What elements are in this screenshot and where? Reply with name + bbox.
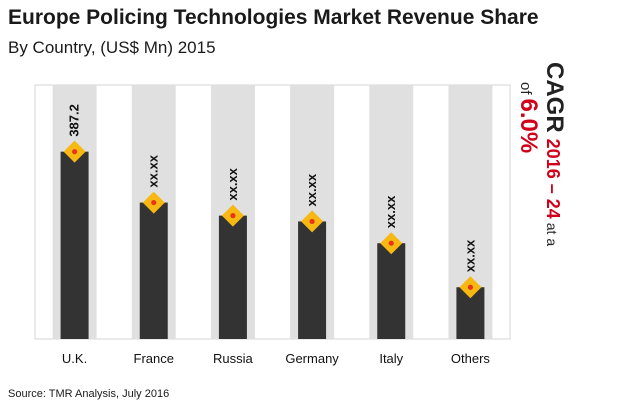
data-label: xx.xx <box>383 195 398 228</box>
x-tick-label: U.K. <box>62 351 87 366</box>
x-tick-label: Others <box>451 351 491 366</box>
bar <box>377 243 406 339</box>
chart-title: Europe Policing Technologies Market Reve… <box>8 6 539 29</box>
bar-marker-dot <box>309 218 315 225</box>
x-tick-label: France <box>134 351 174 366</box>
cagr-years: 2016 – 24 <box>543 138 563 219</box>
x-tick-label: Germany <box>285 351 339 366</box>
x-tick-label: Russia <box>213 351 254 366</box>
data-label: 387.2 <box>67 104 82 137</box>
cagr-callout: CAGR 2016 – 24 at a of 6.0% <box>512 62 568 312</box>
cagr-at: at a <box>544 222 560 247</box>
plot-frame <box>34 84 511 340</box>
source-note: Source: TMR Analysis, July 2016 <box>8 388 170 400</box>
bar-marker-dot <box>230 213 236 219</box>
bar <box>60 151 89 339</box>
bar <box>298 221 327 339</box>
x-tick-label: Italy <box>379 351 403 366</box>
cagr-value: 6.0% <box>515 98 542 154</box>
chart-subtitle: By Country, (US$ Mn) 2015 <box>8 38 216 57</box>
data-label: xx.xx <box>146 154 161 187</box>
bar-marker-dot <box>151 199 157 206</box>
bar <box>139 202 168 339</box>
data-label: xx.xx <box>225 167 240 200</box>
bar <box>218 215 247 339</box>
cagr-label: CAGR <box>541 62 568 133</box>
bar-marker-dot <box>388 240 394 246</box>
cagr-of: of <box>517 82 534 95</box>
data-label: xx.xx <box>462 239 477 272</box>
data-label: xx.xx <box>304 173 319 206</box>
bar-marker-dot <box>71 149 78 155</box>
bar-marker-dot <box>467 284 474 290</box>
